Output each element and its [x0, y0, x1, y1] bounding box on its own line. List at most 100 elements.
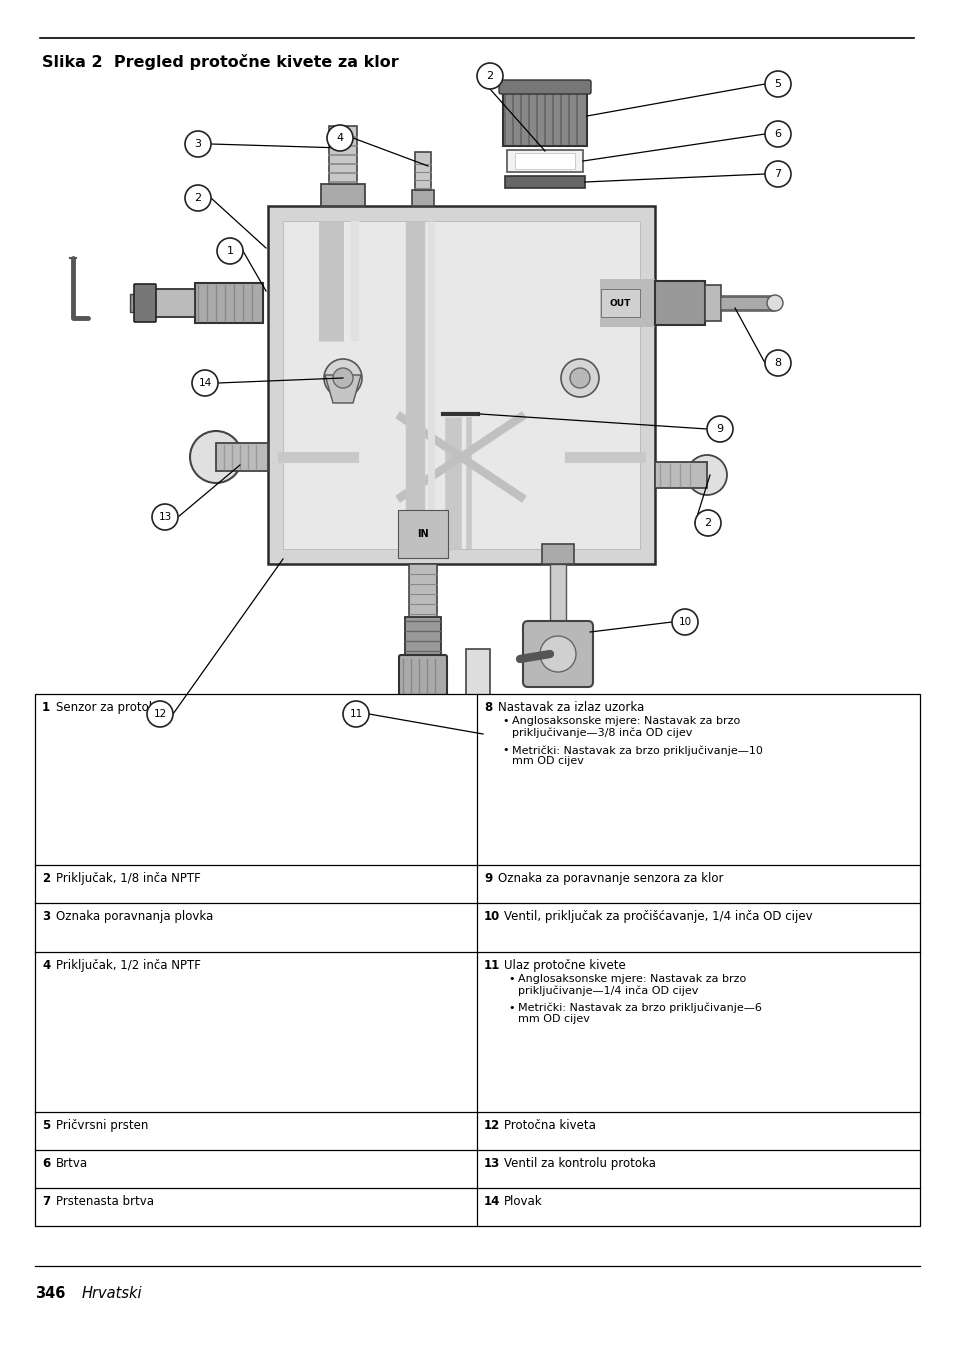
Text: 2: 2: [486, 70, 493, 81]
Bar: [704, 284, 720, 321]
Circle shape: [192, 370, 218, 395]
Bar: [655, 462, 706, 487]
Text: 2: 2: [194, 194, 201, 203]
Text: 9: 9: [483, 872, 492, 886]
FancyBboxPatch shape: [522, 621, 593, 686]
Circle shape: [560, 359, 598, 397]
Text: 3: 3: [42, 910, 51, 923]
Text: Anglosaksonske mjere: Nastavak za brzo: Anglosaksonske mjere: Nastavak za brzo: [517, 974, 745, 984]
Bar: [655, 282, 704, 325]
Text: mm OD cijev: mm OD cijev: [512, 757, 583, 766]
Circle shape: [190, 431, 242, 483]
Text: Ventil za kontrolu protoka: Ventil za kontrolu protoka: [503, 1156, 656, 1170]
Text: Brtva: Brtva: [56, 1156, 88, 1170]
Bar: [599, 279, 655, 328]
Text: •: •: [507, 974, 514, 984]
Text: Ulaz protočne kivete: Ulaz protočne kivete: [503, 959, 625, 972]
Text: Prstenasta brtva: Prstenasta brtva: [56, 1194, 153, 1208]
Text: Senzor za protok: Senzor za protok: [56, 701, 155, 714]
Circle shape: [333, 368, 353, 389]
Text: 14: 14: [198, 378, 212, 389]
Text: 3: 3: [194, 139, 201, 149]
Text: 10: 10: [483, 910, 499, 923]
Text: Anglosaksonske mjere: Nastavak za brzo: Anglosaksonske mjere: Nastavak za brzo: [512, 716, 740, 726]
Bar: [405, 617, 440, 659]
Text: 11: 11: [483, 959, 499, 972]
Text: •: •: [501, 716, 508, 726]
Text: Ventil, priključak za pročišćavanje, 1/4 inča OD cijev: Ventil, priključak za pročišćavanje, 1/4…: [503, 910, 812, 923]
Text: Slika 2  Pregled protočne kivete za klor: Slika 2 Pregled protočne kivete za klor: [42, 54, 398, 70]
Text: 1: 1: [42, 701, 51, 714]
Circle shape: [216, 238, 243, 264]
Circle shape: [766, 295, 782, 311]
Text: 13: 13: [158, 512, 172, 523]
Text: Plovak: Plovak: [503, 1194, 542, 1208]
FancyBboxPatch shape: [541, 544, 574, 565]
Text: Metrički: Nastavak za brzo priključivanje—6: Metrički: Nastavak za brzo priključivanj…: [517, 1003, 761, 1013]
Bar: [504, 176, 584, 188]
FancyBboxPatch shape: [398, 655, 447, 701]
Text: 4: 4: [42, 959, 51, 972]
Bar: [215, 443, 268, 471]
FancyBboxPatch shape: [412, 190, 434, 206]
Text: 346: 346: [35, 1286, 66, 1301]
Text: 5: 5: [42, 1118, 51, 1132]
Text: 12: 12: [153, 709, 167, 719]
Text: 11: 11: [349, 709, 362, 719]
Bar: [329, 126, 356, 184]
Text: priključivanje—3/8 inča OD cijev: priključivanje—3/8 inča OD cijev: [512, 727, 692, 738]
Circle shape: [476, 64, 502, 89]
Text: Pričvrsni prsten: Pričvrsni prsten: [56, 1118, 149, 1132]
Circle shape: [185, 131, 211, 157]
Circle shape: [671, 609, 698, 635]
Text: Priključak, 1/8 inča NPTF: Priključak, 1/8 inča NPTF: [56, 872, 200, 886]
Text: 8: 8: [774, 357, 781, 368]
Text: Metrički: Nastavak za brzo priključivanje—10: Metrički: Nastavak za brzo priključivanj…: [512, 745, 762, 756]
Text: •: •: [501, 745, 508, 756]
Text: 7: 7: [774, 169, 781, 179]
Text: Oznaka za poravnanje senzora za klor: Oznaka za poravnanje senzora za klor: [497, 872, 722, 886]
Circle shape: [764, 70, 790, 97]
Bar: [130, 294, 142, 311]
Text: Nastavak za izlaz uzorka: Nastavak za izlaz uzorka: [497, 701, 643, 714]
Text: 10: 10: [678, 617, 691, 627]
Text: 8: 8: [483, 701, 492, 714]
FancyBboxPatch shape: [498, 80, 590, 93]
Circle shape: [569, 368, 589, 389]
FancyBboxPatch shape: [133, 284, 156, 322]
Bar: [268, 206, 655, 565]
Text: 7: 7: [42, 1194, 51, 1208]
Text: 14: 14: [483, 1194, 500, 1208]
Text: Protočna kiveta: Protočna kiveta: [503, 1118, 596, 1132]
Text: 1: 1: [226, 246, 233, 256]
Text: •: •: [507, 1003, 514, 1013]
Bar: [465, 649, 490, 728]
FancyBboxPatch shape: [320, 184, 365, 206]
Text: 12: 12: [483, 1118, 499, 1132]
Text: Priključak, 1/2 inča NPTF: Priključak, 1/2 inča NPTF: [56, 959, 201, 972]
Circle shape: [185, 185, 211, 211]
Bar: [140, 288, 194, 317]
Circle shape: [686, 455, 726, 496]
Circle shape: [152, 504, 178, 529]
Polygon shape: [325, 375, 360, 403]
Circle shape: [695, 510, 720, 536]
Bar: [409, 565, 436, 619]
Bar: [550, 565, 565, 626]
Circle shape: [464, 716, 491, 742]
Bar: [515, 153, 575, 169]
Text: 6: 6: [42, 1156, 51, 1170]
Circle shape: [706, 416, 732, 441]
Bar: [283, 221, 639, 548]
Circle shape: [324, 359, 361, 397]
Bar: [502, 88, 586, 146]
Circle shape: [343, 701, 369, 727]
Bar: [506, 150, 582, 172]
Text: 9: 9: [716, 424, 722, 435]
Text: IN: IN: [416, 529, 428, 539]
Text: mm OD cijev: mm OD cijev: [517, 1014, 589, 1025]
Circle shape: [764, 161, 790, 187]
Circle shape: [764, 349, 790, 376]
Bar: [415, 152, 431, 190]
Text: 5: 5: [774, 79, 781, 89]
